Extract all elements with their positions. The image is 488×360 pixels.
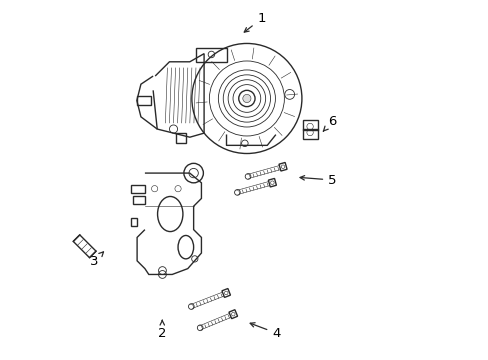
Text: 5: 5 — [300, 174, 336, 186]
Text: 6: 6 — [323, 115, 336, 131]
Text: 3: 3 — [89, 252, 103, 268]
Text: 2: 2 — [158, 320, 166, 339]
Text: 4: 4 — [250, 323, 280, 339]
Circle shape — [243, 94, 250, 103]
Text: 1: 1 — [244, 12, 265, 32]
